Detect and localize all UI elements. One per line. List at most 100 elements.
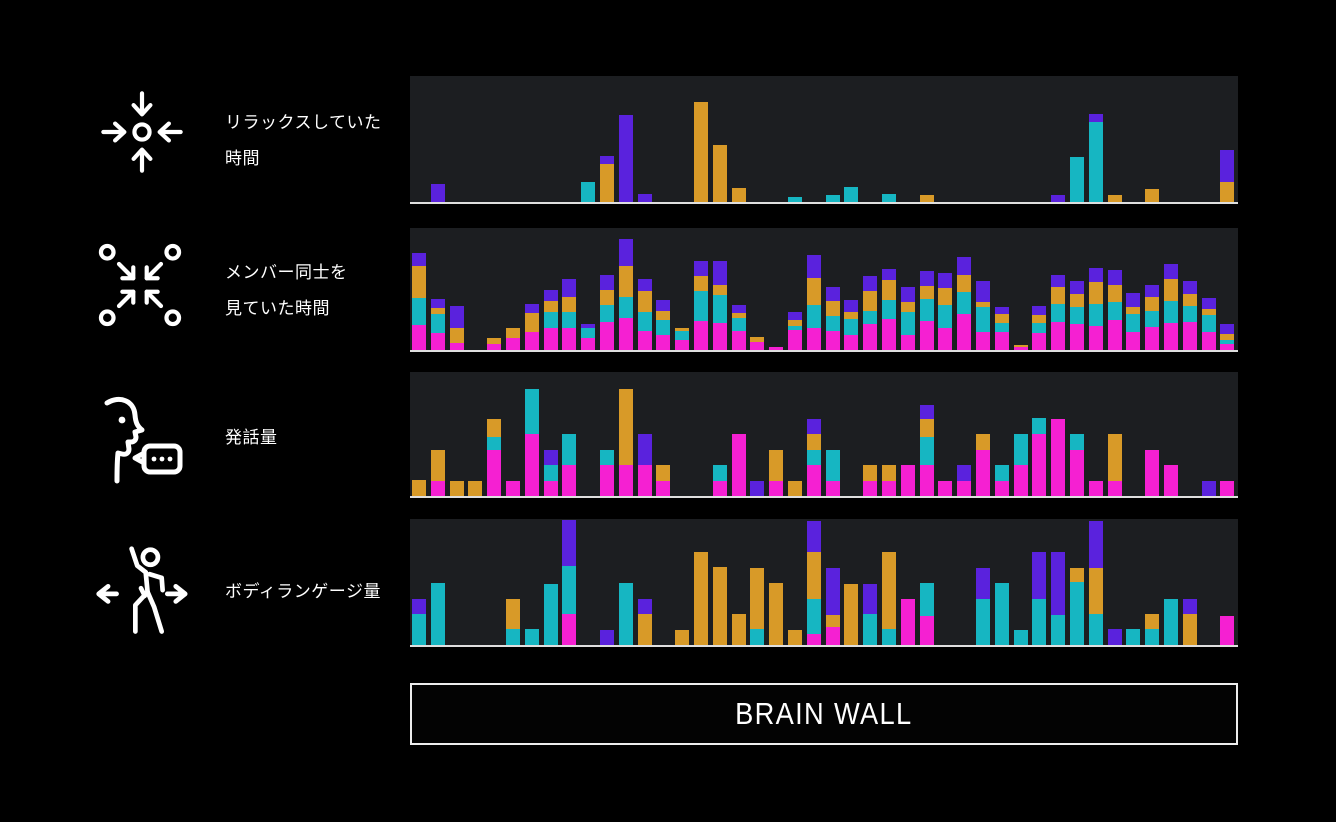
bar-segment-magenta xyxy=(581,338,596,350)
stacked-bar xyxy=(712,261,727,350)
bar-segment-teal xyxy=(806,305,821,328)
bar-segment-teal xyxy=(562,312,577,328)
bar-segment-magenta xyxy=(1220,616,1235,645)
stacked-bar xyxy=(468,481,483,496)
bar-segment-magenta xyxy=(900,335,915,350)
bar-segment-purple xyxy=(449,306,464,328)
bar-segment-orange xyxy=(844,584,859,645)
stacked-bar xyxy=(487,338,502,350)
bar-segment-purple xyxy=(1088,114,1103,122)
bar-segment-teal xyxy=(581,182,596,202)
chart-panel-body xyxy=(410,519,1238,647)
bar-segment-orange xyxy=(750,337,765,342)
bar-segment-purple xyxy=(844,300,859,312)
mutual-gaze-icon xyxy=(98,243,182,327)
stacked-bar xyxy=(524,389,539,496)
stacked-bar xyxy=(1107,434,1122,496)
bar-segment-orange xyxy=(731,188,746,202)
bar-segment-magenta xyxy=(976,450,990,496)
stacked-bar xyxy=(994,583,1009,645)
bar-segment-teal xyxy=(430,583,445,645)
stacked-bar xyxy=(938,273,953,350)
stacked-bar xyxy=(1220,150,1235,202)
stacked-bar xyxy=(1051,552,1066,645)
bar-segment-orange xyxy=(1013,345,1028,347)
bar-segment-orange xyxy=(806,434,821,450)
bar-segment-teal xyxy=(1032,599,1047,645)
speaking-face-icon xyxy=(90,396,190,486)
bar-segment-orange xyxy=(637,614,652,645)
bar-segment-orange xyxy=(430,308,445,314)
bar-segment-purple xyxy=(1126,293,1141,307)
stacked-bar xyxy=(675,630,690,645)
bar-segment-magenta xyxy=(994,332,1009,350)
stacked-bar xyxy=(562,520,577,645)
bar-segment-orange xyxy=(694,276,708,291)
bar-segment-purple xyxy=(1201,298,1216,309)
bar-segment-magenta xyxy=(863,324,878,350)
stacked-bar xyxy=(806,255,821,350)
bar-segment-magenta xyxy=(449,343,464,350)
bar-segment-teal xyxy=(900,312,915,335)
bar-segment-orange xyxy=(919,286,934,299)
bar-segment-magenta xyxy=(1107,320,1122,350)
stacked-bar xyxy=(600,275,614,350)
stacked-bar xyxy=(430,184,445,202)
bar-segment-magenta xyxy=(712,481,727,496)
stacked-bar xyxy=(1013,630,1028,645)
bar-segment-teal xyxy=(1088,122,1103,202)
bar-segment-magenta xyxy=(994,481,1009,496)
stacked-bar xyxy=(543,584,558,645)
bar-segment-teal xyxy=(581,328,596,338)
bar-segment-magenta xyxy=(637,465,652,496)
stacked-bar xyxy=(712,145,727,202)
bar-segment-orange xyxy=(637,291,652,312)
bar-segment-magenta xyxy=(882,319,896,350)
bar-segment-orange xyxy=(976,434,990,450)
stacked-bar xyxy=(1088,481,1103,496)
stacked-bar xyxy=(1013,434,1028,496)
bar-segment-magenta xyxy=(1145,327,1160,350)
stacked-bar xyxy=(694,261,708,350)
stacked-bar xyxy=(637,279,652,350)
stacked-bar xyxy=(1070,568,1084,645)
bar-segment-magenta xyxy=(806,634,821,645)
bar-segment-orange xyxy=(487,338,502,344)
bar-segment-orange xyxy=(1201,309,1216,315)
bar-segment-purple xyxy=(1051,275,1066,287)
stacked-bar xyxy=(637,434,652,496)
bar-segment-orange xyxy=(882,552,896,629)
stacked-bar xyxy=(882,269,896,350)
bar-segment-magenta xyxy=(769,481,784,496)
bar-segment-magenta xyxy=(957,481,972,496)
bar-segment-magenta xyxy=(712,323,727,350)
bar-segment-purple xyxy=(412,253,426,266)
stacked-bar xyxy=(769,450,784,496)
bar-segment-orange xyxy=(468,481,483,496)
stacked-bar xyxy=(1107,195,1122,202)
bar-segment-orange xyxy=(487,419,502,437)
stacked-bar xyxy=(712,567,727,645)
bar-segment-purple xyxy=(863,276,878,291)
bar-segment-teal xyxy=(806,599,821,634)
stacked-bar xyxy=(938,481,953,496)
bar-segment-orange xyxy=(1070,568,1084,582)
bar-segment-purple xyxy=(637,599,652,614)
stacked-bar xyxy=(882,194,896,202)
stacked-bar xyxy=(562,434,577,496)
brain-wall-title: BRAIN WALL xyxy=(735,696,913,731)
bar-segment-purple xyxy=(750,481,765,496)
stacked-bar xyxy=(806,521,821,645)
stacked-bar xyxy=(994,465,1009,496)
stacked-bar xyxy=(543,450,558,496)
bar-segment-magenta xyxy=(900,465,915,496)
stacked-bar xyxy=(675,328,690,350)
stacked-bar xyxy=(863,276,878,350)
stacked-bar xyxy=(919,405,934,496)
metric-label-line: 時間 xyxy=(225,149,260,168)
bar-segment-orange xyxy=(919,419,934,437)
stacked-bar xyxy=(825,287,840,350)
stacked-bar xyxy=(957,257,972,350)
bar-segment-purple xyxy=(1088,521,1103,568)
stacked-bar xyxy=(882,465,896,496)
